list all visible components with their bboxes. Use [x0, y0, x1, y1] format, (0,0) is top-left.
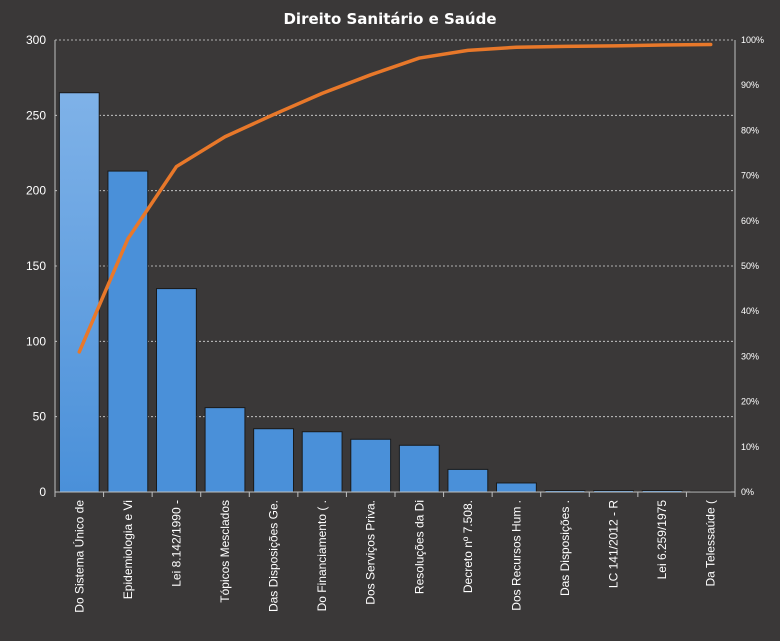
label-layer: 0 50 100 150 200 250 300 0% 10% 20% 30% 40% 50% 60% 70…: [26, 33, 764, 613]
bar: [107, 170, 149, 493]
bar-layer: [58, 92, 732, 493]
x-tick-label: Lei 8.142/1990 -: [169, 500, 183, 587]
y2-tick-label: 10%: [741, 442, 759, 452]
y-tick-label: 250: [26, 108, 46, 122]
bar: [301, 431, 343, 493]
x-tick-label: Lei 6.259/1975: [655, 500, 669, 580]
y2-tick-label: 70%: [741, 171, 759, 181]
x-tick-label: Epidemiologia e Vi: [121, 500, 135, 599]
x-tick-label: Das Disposições .: [558, 500, 572, 596]
y2-tick-label: 50%: [741, 261, 759, 271]
x-tick-label: Do Financiamento ( .: [315, 500, 329, 611]
x-tick-label: Decreto nº 7.508.: [461, 500, 475, 593]
y-tick-label: 150: [26, 259, 46, 273]
bar: [447, 468, 489, 493]
y2-tick-label: 100%: [741, 35, 764, 45]
x-tick-label: LC 141/2012 - R: [607, 500, 621, 588]
y2-tick-label: 30%: [741, 351, 759, 361]
y2-tick-label: 90%: [741, 80, 759, 90]
y-tick-label: 0: [39, 485, 46, 499]
bar: [398, 444, 440, 493]
y-tick-label: 200: [26, 184, 46, 198]
y2-tick-label: 60%: [741, 216, 759, 226]
bar: [58, 92, 100, 493]
x-tick-label: Das Disposições Ge.: [267, 500, 281, 612]
axis-layer: [54, 40, 736, 497]
x-tick-label: Tópicos Mesclados: [218, 500, 232, 603]
bar: [253, 428, 294, 493]
x-tick-label: Dos Recursos Hum .: [509, 500, 523, 611]
bar: [496, 482, 537, 493]
bar: [350, 438, 392, 493]
y2-tick-label: 40%: [741, 306, 759, 316]
y-tick-label: 50: [33, 410, 47, 424]
x-tick-label: Dos Serviços Priva.: [364, 500, 378, 605]
chart-title: Direito Sanitário e Saúde: [283, 10, 496, 28]
y2-tick-label: 0%: [741, 487, 754, 497]
x-tick-label: Do Sistema Único de: [71, 500, 86, 613]
y2-tick-label: 20%: [741, 397, 759, 407]
cumulative-line-layer: [77, 42, 713, 354]
y-tick-label: 300: [26, 33, 46, 47]
bar: [204, 407, 246, 493]
x-tick-label: Resoluções da Di: [412, 500, 426, 594]
cumulative-line: [77, 42, 713, 354]
y-tick-label: 100: [26, 334, 46, 348]
y2-tick-label: 80%: [741, 125, 759, 135]
x-tick-label: Da Telessaúde (: [704, 500, 718, 587]
bar: [156, 288, 197, 493]
